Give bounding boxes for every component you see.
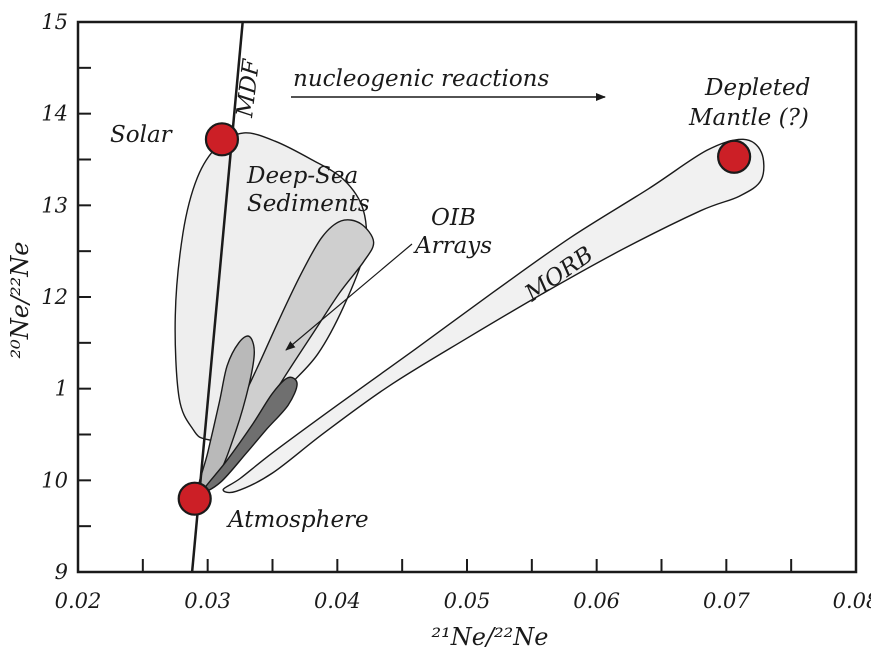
x-tick-label: 0.03 (184, 589, 231, 613)
y-tick-label: 9 (55, 560, 68, 584)
nucleogenic-label: nucleogenic reactions (293, 66, 549, 92)
mdf-label: MDF (232, 57, 265, 120)
oib-label-2: Arrays (413, 233, 492, 259)
y-tick-label: 10 (41, 468, 68, 492)
field-oib-arrays-3 (197, 335, 256, 492)
point-atmosphere (177, 481, 212, 516)
field-oib-arrays-4 (201, 376, 298, 494)
x-axis-title: ²¹Ne/²²Ne (432, 623, 549, 651)
solar-label: Solar (110, 122, 174, 148)
oib-arrow (285, 243, 413, 351)
deep-sea-label-2: Sediments (247, 191, 370, 217)
point-solar (204, 122, 240, 157)
points-layer (177, 122, 752, 516)
x-tick-label: 0.02 (55, 589, 102, 613)
atmosphere-label: Atmosphere (226, 507, 369, 533)
oib-label-1: OIB (431, 205, 476, 231)
x-tick-label: 0.06 (573, 589, 620, 613)
depleted-mantle-label-1: Depleted (704, 75, 810, 101)
y-tick-label: 14 (41, 102, 68, 126)
x-tick-label: 0.04 (314, 589, 361, 613)
deep-sea-label-1: Deep-Sea (246, 163, 358, 189)
y-tick-label: 13 (41, 193, 68, 217)
fields-layer (174, 132, 765, 494)
x-tick-label: 0.07 (703, 589, 750, 613)
ticks-layer: 0.02 0.03 0.04 0.05 0.06 0.07 0.08 9 10 1 12 13 14 15 (41, 10, 871, 613)
y-axis-title: ²⁰Ne/²²Ne (6, 242, 34, 359)
mdf-line (190, 21, 244, 573)
point-depleted-mantle (717, 139, 752, 174)
x-tick-label: 0.05 (444, 589, 491, 613)
y-tick-label: 12 (41, 285, 68, 309)
x-tick-label: 0.08 (833, 589, 871, 613)
y-tick-label: 15 (41, 10, 68, 34)
y-tick-label: 1 (55, 377, 68, 401)
depleted-mantle-label-2: Mantle (?) (688, 105, 809, 131)
field-morb-1 (222, 138, 765, 494)
